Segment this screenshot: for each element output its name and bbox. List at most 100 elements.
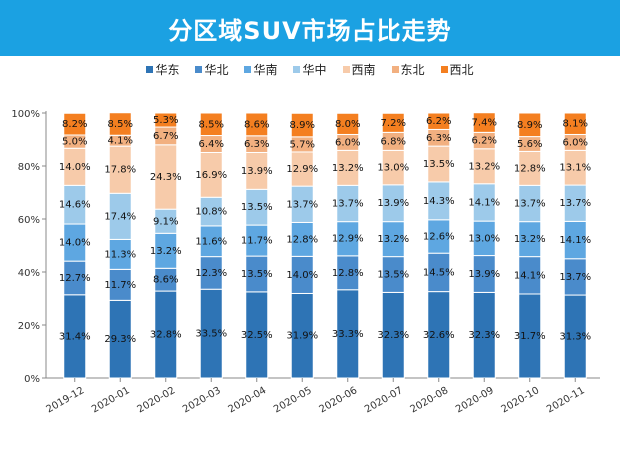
- legend-swatch: [293, 66, 301, 73]
- data-label: 13.5%: [241, 202, 273, 213]
- data-label: 13.9%: [377, 198, 409, 209]
- data-label: 13.7%: [286, 199, 318, 210]
- data-label: 7.4%: [472, 118, 497, 129]
- data-label: 13.2%: [468, 161, 500, 172]
- bar-segment: [472, 112, 496, 133]
- data-label: 8.9%: [290, 120, 315, 131]
- data-label: 32.6%: [423, 330, 455, 341]
- data-label: 14.0%: [59, 162, 91, 173]
- bar-segment: [199, 112, 223, 137]
- x-tick-label: 2020-06: [318, 385, 360, 415]
- data-label: 13.0%: [468, 233, 500, 244]
- data-label: 14.3%: [423, 196, 455, 207]
- data-label: 14.0%: [59, 238, 91, 249]
- data-label: 13.2%: [150, 246, 182, 257]
- x-tick-label: 2020-03: [181, 385, 223, 415]
- data-label: 13.5%: [241, 269, 273, 280]
- bar-segment: [245, 112, 269, 137]
- data-label: 13.7%: [514, 198, 546, 209]
- x-tick-label: 2020-11: [545, 385, 587, 415]
- data-label: 24.3%: [150, 172, 182, 183]
- x-tick-label: 2020-02: [136, 385, 178, 415]
- legend: 华东 华北 华南 华中 西南 东北 西北: [0, 61, 620, 78]
- data-label: 13.0%: [377, 163, 409, 174]
- data-label: 12.9%: [286, 164, 318, 175]
- data-label: 29.3%: [104, 334, 136, 345]
- data-label: 31.7%: [514, 331, 546, 342]
- legend-label: 华北: [204, 63, 229, 77]
- bar-segment: [290, 112, 314, 138]
- bar-segment: [336, 112, 360, 135]
- bar-segment: [108, 112, 132, 136]
- legend-item: 华南: [244, 61, 277, 78]
- data-label: 9.1%: [153, 216, 178, 227]
- legend-label: 西北: [449, 63, 474, 77]
- data-label: 8.5%: [108, 119, 133, 130]
- data-label: 14.1%: [514, 270, 546, 281]
- data-label: 32.3%: [468, 330, 500, 341]
- legend-label: 华南: [253, 63, 278, 77]
- bar-segment: [427, 112, 451, 130]
- y-tick-label: 40%: [18, 268, 40, 279]
- data-label: 31.9%: [286, 331, 318, 342]
- legend-swatch: [195, 66, 203, 73]
- data-label: 13.2%: [377, 234, 409, 245]
- data-label: 32.8%: [150, 330, 182, 341]
- data-label: 4.1%: [108, 136, 133, 147]
- data-label: 5.0%: [62, 137, 87, 148]
- data-label: 13.5%: [423, 159, 455, 170]
- y-tick-label: 60%: [18, 215, 40, 226]
- data-label: 6.3%: [244, 139, 269, 150]
- data-label: 13.7%: [332, 198, 364, 209]
- data-label: 12.3%: [195, 268, 227, 279]
- legend-item: 华东: [146, 61, 179, 78]
- x-tick-label: 2020-04: [227, 385, 269, 415]
- data-label: 11.3%: [104, 249, 136, 260]
- x-tick-label: 2020-07: [363, 385, 405, 415]
- data-label: 6.3%: [426, 133, 451, 144]
- data-label: 33.5%: [195, 329, 227, 340]
- data-label: 13.7%: [559, 272, 591, 283]
- data-label: 14.1%: [468, 197, 500, 208]
- legend-label: 东北: [400, 63, 425, 77]
- data-label: 13.9%: [241, 166, 273, 177]
- data-label: 5.6%: [517, 139, 542, 150]
- data-label: 13.7%: [559, 198, 591, 209]
- data-label: 14.0%: [286, 270, 318, 281]
- legend-item: 西南: [342, 61, 376, 78]
- data-label: 17.4%: [104, 211, 136, 222]
- data-label: 32.5%: [241, 330, 273, 341]
- data-label: 16.9%: [195, 170, 227, 181]
- data-label: 33.3%: [332, 329, 364, 340]
- data-label: 11.7%: [241, 236, 273, 247]
- data-label: 12.8%: [286, 234, 318, 245]
- data-label: 8.0%: [335, 119, 360, 130]
- data-label: 11.7%: [104, 280, 136, 291]
- data-label: 6.0%: [335, 137, 360, 148]
- bar-segment: [518, 112, 542, 138]
- data-label: 8.2%: [62, 119, 87, 130]
- data-label: 14.6%: [59, 200, 91, 211]
- data-label: 6.7%: [153, 131, 178, 142]
- data-label: 8.6%: [153, 275, 178, 286]
- data-label: 8.1%: [563, 119, 588, 130]
- data-label: 6.2%: [472, 136, 497, 147]
- data-label: 12.8%: [332, 268, 364, 279]
- data-label: 17.8%: [104, 165, 136, 176]
- bar-segment: [563, 112, 587, 135]
- data-label: 14.1%: [559, 235, 591, 246]
- data-label: 12.7%: [59, 273, 91, 284]
- data-label: 6.0%: [563, 137, 588, 148]
- legend-label: 西南: [351, 63, 376, 77]
- bar-segment: [381, 112, 405, 133]
- data-label: 32.3%: [377, 330, 409, 341]
- data-label: 12.6%: [423, 231, 455, 242]
- data-label: 11.6%: [195, 236, 227, 247]
- title-banner: 分区域SUV市场占比走势: [0, 0, 620, 56]
- data-label: 13.2%: [514, 234, 546, 245]
- data-label: 13.9%: [468, 269, 500, 280]
- data-label: 13.2%: [332, 163, 364, 174]
- x-tick-label: 2020-09: [454, 385, 496, 415]
- legend-item: 华北: [195, 61, 228, 78]
- data-label: 5.7%: [290, 139, 315, 150]
